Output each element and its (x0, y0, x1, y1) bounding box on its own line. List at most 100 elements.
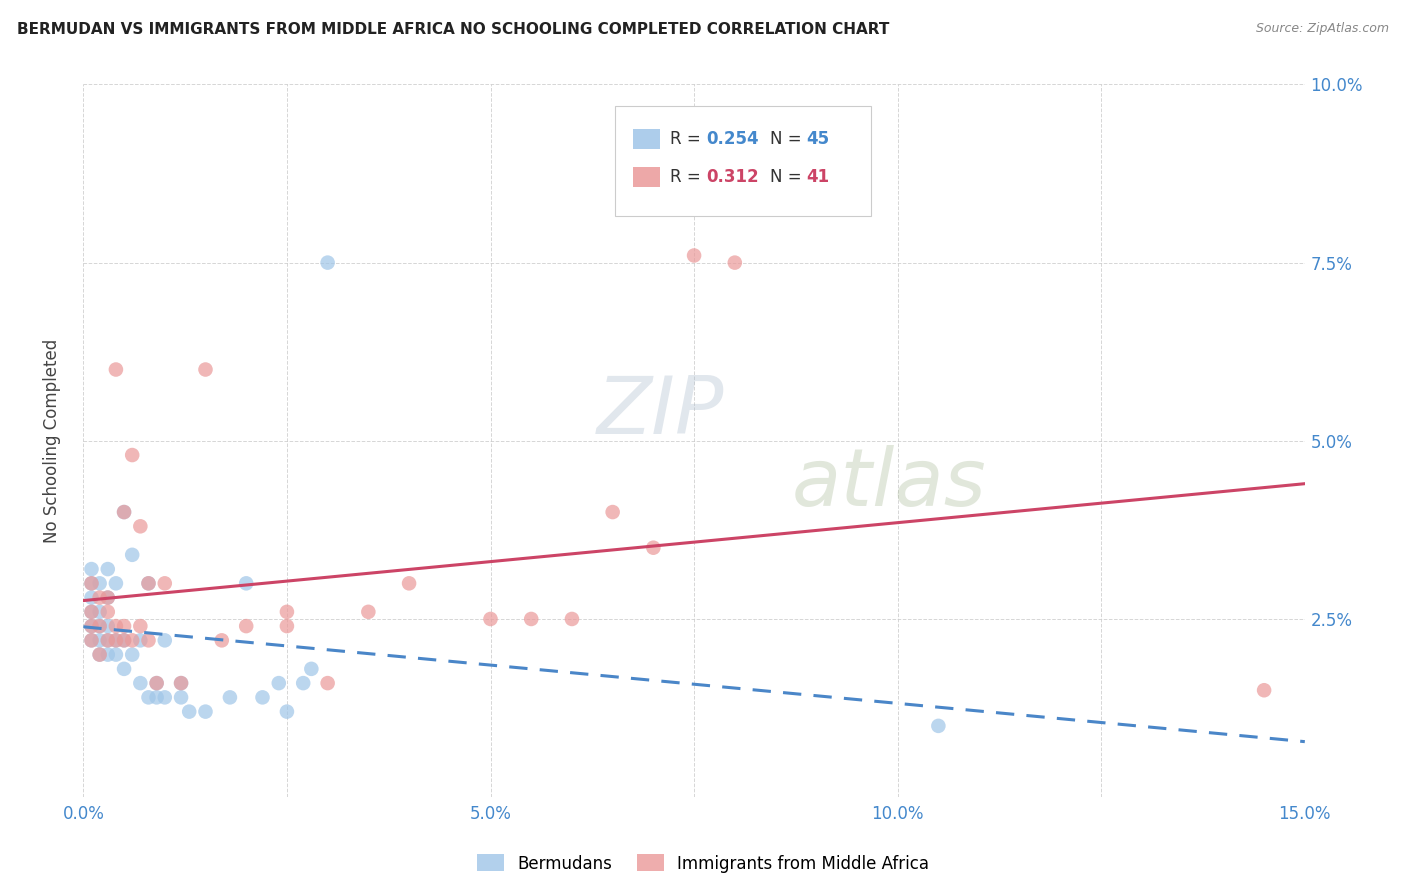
Point (97, 633, 120, 648)
Point (80, 633, 103, 648)
Point (80, 633, 103, 648)
Point (104, 633, 127, 648)
Point (89, 605, 111, 619)
Point (316, 676, 339, 690)
Point (316, 255, 339, 269)
Point (138, 690, 160, 705)
Point (235, 619, 257, 633)
Point (129, 519, 152, 533)
Bar (633, 167, 659, 187)
Point (129, 619, 152, 633)
Point (179, 705, 201, 719)
Text: R =: R = (669, 168, 706, 186)
Point (276, 605, 298, 619)
Point (357, 605, 380, 619)
Point (89, 648, 111, 662)
Point (97, 648, 120, 662)
Point (80, 605, 103, 619)
Point (724, 255, 747, 269)
Point (520, 612, 543, 626)
Point (97, 591, 120, 605)
Point (104, 362, 127, 376)
Text: N =: N = (770, 168, 807, 186)
Point (561, 612, 583, 626)
Point (121, 448, 143, 462)
Point (292, 676, 315, 690)
Point (104, 619, 127, 633)
Point (112, 633, 135, 648)
Point (89, 591, 111, 605)
Text: Source: ZipAtlas.com: Source: ZipAtlas.com (1256, 22, 1389, 36)
Point (398, 576, 420, 591)
Point (1253, 683, 1275, 698)
Point (194, 705, 217, 719)
Text: 0.254: 0.254 (706, 130, 759, 148)
Point (80, 605, 103, 619)
Point (121, 633, 143, 648)
Point (80, 576, 103, 591)
Point (194, 362, 217, 376)
Point (145, 676, 167, 690)
Y-axis label: No Schooling Completed: No Schooling Completed (44, 339, 60, 543)
Point (104, 648, 127, 662)
Point (80, 562, 103, 576)
Bar (633, 129, 659, 149)
Point (129, 676, 152, 690)
Point (121, 648, 143, 662)
Point (153, 633, 176, 648)
Point (97, 605, 120, 619)
Point (97, 562, 120, 576)
Point (643, 541, 665, 555)
Point (112, 633, 135, 648)
Point (112, 619, 135, 633)
Point (80, 591, 103, 605)
Point (97, 633, 120, 648)
Text: N =: N = (770, 130, 807, 148)
Point (170, 690, 193, 705)
Text: 0.312: 0.312 (706, 168, 759, 186)
Text: BERMUDAN VS IMMIGRANTS FROM MIDDLE AFRICA NO SCHOOLING COMPLETED CORRELATION CHA: BERMUDAN VS IMMIGRANTS FROM MIDDLE AFRIC… (17, 22, 889, 37)
Point (104, 633, 127, 648)
Point (121, 548, 143, 562)
Point (276, 705, 298, 719)
Point (89, 648, 111, 662)
Point (138, 576, 160, 591)
Point (89, 576, 111, 591)
Point (97, 591, 120, 605)
Point (219, 690, 242, 705)
Point (129, 633, 152, 648)
Point (683, 248, 706, 262)
Point (479, 612, 502, 626)
Point (170, 676, 193, 690)
Point (602, 505, 624, 519)
Point (170, 676, 193, 690)
Point (89, 619, 111, 633)
Point (299, 662, 322, 676)
Text: R =: R = (669, 130, 706, 148)
Point (211, 633, 233, 648)
Point (138, 633, 160, 648)
Point (145, 690, 167, 705)
Point (80, 576, 103, 591)
Point (927, 719, 949, 733)
FancyBboxPatch shape (614, 106, 872, 216)
Text: atlas: atlas (792, 444, 987, 523)
Point (235, 576, 257, 591)
Point (252, 690, 274, 705)
Point (276, 619, 298, 633)
Text: 45: 45 (807, 130, 830, 148)
Point (145, 676, 167, 690)
Point (80, 619, 103, 633)
Point (97, 619, 120, 633)
Point (104, 576, 127, 591)
Point (267, 676, 290, 690)
Text: 41: 41 (807, 168, 830, 186)
Point (89, 619, 111, 633)
Point (112, 662, 135, 676)
Point (138, 576, 160, 591)
Text: ZIP: ZIP (596, 373, 724, 451)
Point (112, 505, 135, 519)
Point (153, 576, 176, 591)
Point (112, 505, 135, 519)
Legend: Bermudans, Immigrants from Middle Africa: Bermudans, Immigrants from Middle Africa (471, 847, 935, 880)
